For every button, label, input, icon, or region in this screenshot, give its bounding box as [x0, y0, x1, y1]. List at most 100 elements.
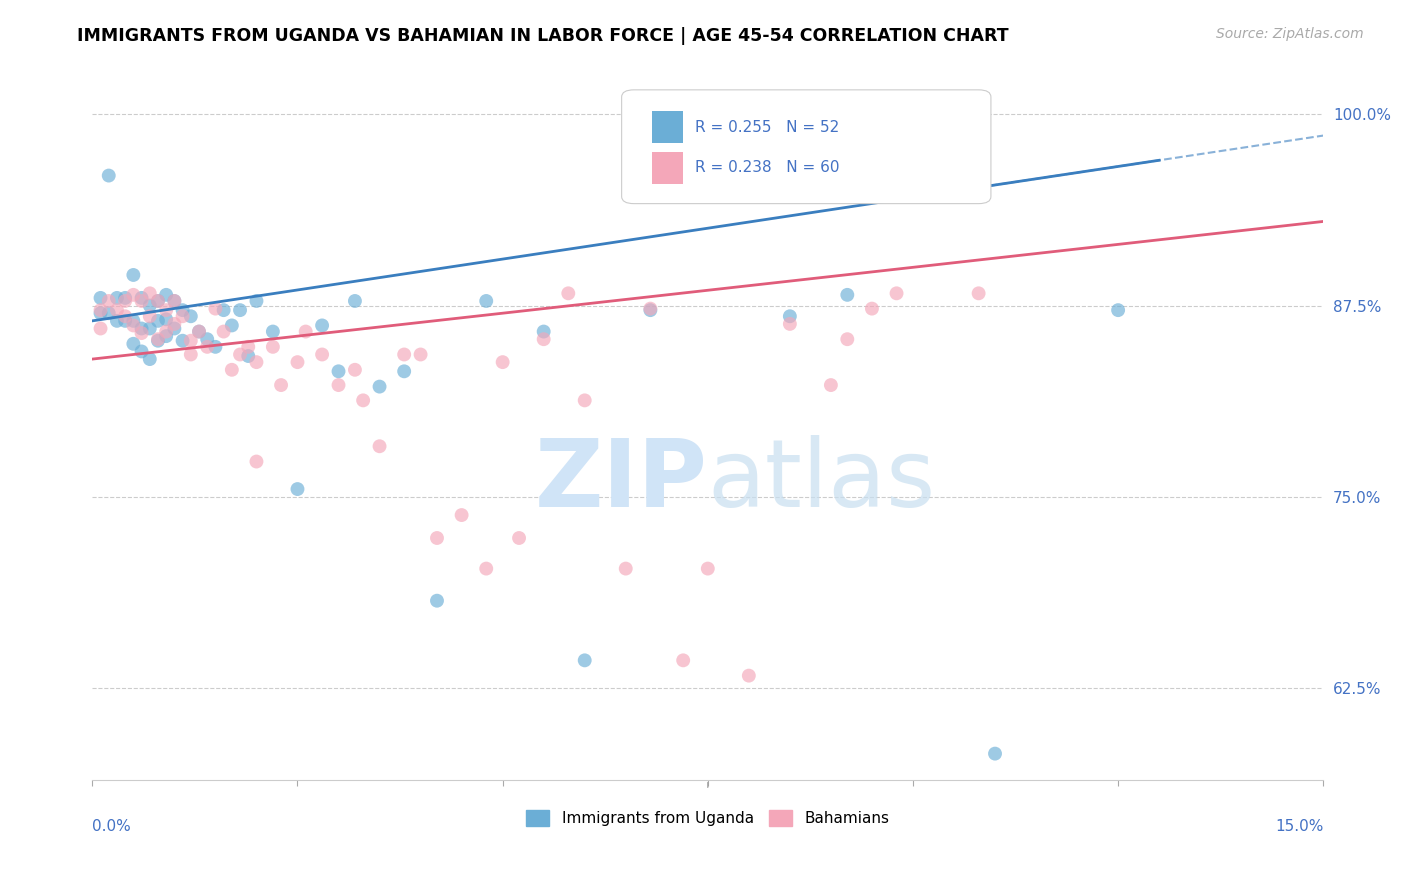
Point: [131, 321, 153, 335]
Point: [614, 561, 637, 575]
Point: [163, 317, 186, 331]
Point: [245, 355, 267, 369]
Point: [163, 293, 186, 308]
Point: [188, 325, 211, 339]
Point: [779, 310, 801, 324]
Point: [155, 288, 177, 302]
Point: [155, 303, 177, 318]
Point: [409, 347, 432, 361]
Point: [155, 312, 177, 326]
Point: [837, 332, 859, 346]
Point: [122, 288, 145, 302]
Point: [475, 293, 498, 308]
Point: [245, 293, 267, 308]
Text: 15.0%: 15.0%: [1275, 819, 1323, 834]
Point: [146, 293, 169, 308]
Point: [155, 329, 177, 343]
Point: [820, 378, 842, 392]
Point: [97, 293, 120, 308]
Point: [221, 318, 243, 333]
Point: [238, 340, 260, 354]
Point: [114, 291, 136, 305]
Point: [90, 306, 112, 320]
Point: [270, 378, 292, 392]
Point: [195, 332, 218, 346]
FancyBboxPatch shape: [621, 90, 991, 203]
Point: [97, 306, 120, 320]
Point: [492, 355, 515, 369]
Point: [90, 321, 112, 335]
Point: [779, 317, 801, 331]
Point: [262, 325, 284, 339]
Text: 0.0%: 0.0%: [93, 819, 131, 834]
Point: [146, 293, 169, 308]
Point: [163, 293, 186, 308]
Text: ZIP: ZIP: [534, 435, 707, 527]
Point: [114, 293, 136, 308]
Point: [508, 531, 530, 545]
Point: [188, 325, 211, 339]
Point: [287, 355, 309, 369]
Point: [114, 314, 136, 328]
Point: [696, 561, 718, 575]
Point: [131, 291, 153, 305]
Point: [368, 439, 391, 453]
Point: [90, 303, 112, 318]
Point: [328, 378, 350, 392]
Point: [122, 336, 145, 351]
Point: [1107, 303, 1129, 318]
Text: IMMIGRANTS FROM UGANDA VS BAHAMIAN IN LABOR FORCE | AGE 45-54 CORRELATION CHART: IMMIGRANTS FROM UGANDA VS BAHAMIAN IN LA…: [77, 27, 1010, 45]
Point: [640, 301, 662, 316]
Point: [672, 653, 695, 667]
Text: R = 0.238   N = 60: R = 0.238 N = 60: [696, 161, 839, 175]
Point: [352, 393, 374, 408]
Point: [131, 293, 153, 308]
Point: [146, 334, 169, 348]
Point: [139, 352, 162, 367]
Text: atlas: atlas: [707, 435, 936, 527]
Point: [212, 325, 235, 339]
Point: [114, 310, 136, 324]
Point: [90, 291, 112, 305]
Point: [328, 364, 350, 378]
Point: [122, 268, 145, 282]
Point: [155, 325, 177, 339]
Point: [97, 169, 120, 183]
Point: [238, 349, 260, 363]
Point: [860, 301, 883, 316]
Point: [195, 340, 218, 354]
Point: [204, 301, 226, 316]
Point: [172, 310, 194, 324]
Point: [450, 508, 472, 522]
Point: [533, 332, 555, 346]
Point: [105, 314, 128, 328]
Point: [105, 291, 128, 305]
Point: [122, 318, 145, 333]
Point: [287, 482, 309, 496]
Point: [368, 379, 391, 393]
Point: [392, 347, 415, 361]
Point: [738, 668, 761, 682]
Point: [212, 303, 235, 318]
Point: [557, 286, 579, 301]
Text: R = 0.255   N = 52: R = 0.255 N = 52: [696, 120, 839, 135]
Legend: Immigrants from Uganda, Bahamians: Immigrants from Uganda, Bahamians: [520, 805, 896, 832]
Point: [343, 363, 366, 377]
Point: [311, 318, 333, 333]
Point: [886, 286, 908, 301]
Point: [426, 531, 449, 545]
Point: [146, 332, 169, 346]
Point: [204, 340, 226, 354]
Text: Source: ZipAtlas.com: Source: ZipAtlas.com: [1216, 27, 1364, 41]
Point: [392, 364, 415, 378]
Point: [139, 310, 162, 324]
Point: [229, 347, 252, 361]
Point: [294, 325, 316, 339]
Point: [180, 334, 202, 348]
Point: [221, 363, 243, 377]
Point: [475, 561, 498, 575]
Point: [180, 310, 202, 324]
Point: [967, 286, 990, 301]
FancyBboxPatch shape: [652, 152, 683, 184]
Point: [180, 347, 202, 361]
